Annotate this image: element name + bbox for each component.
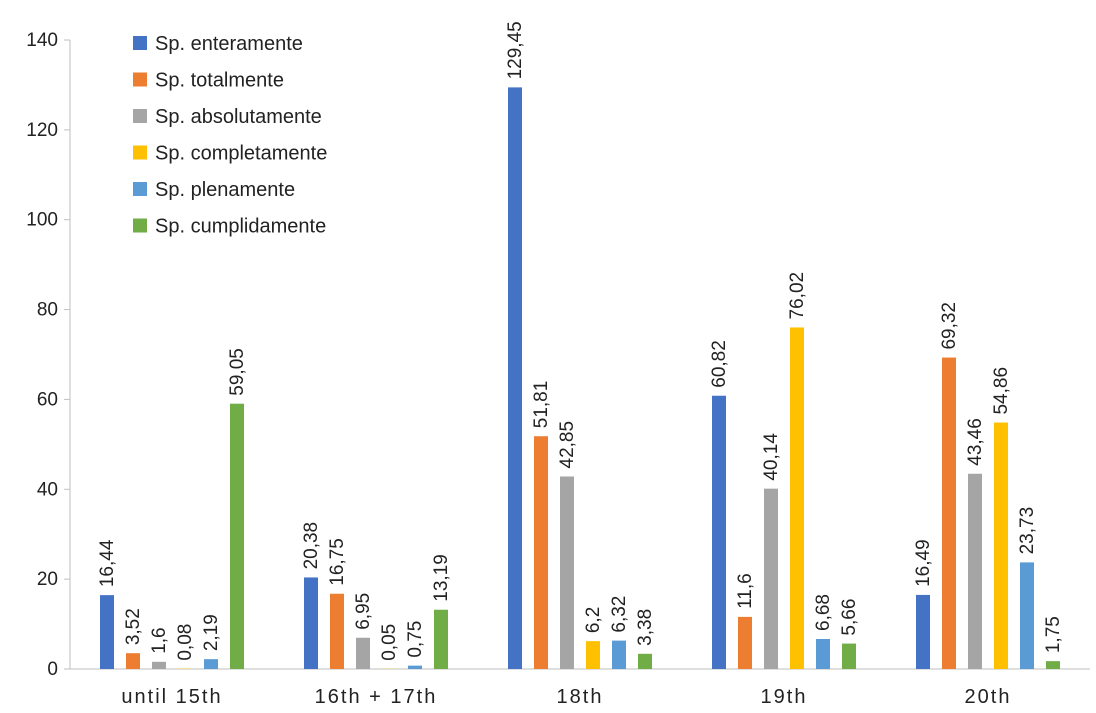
data-label: 16,44 <box>97 539 118 587</box>
data-label: 69,32 <box>939 302 960 350</box>
legend-label: Sp. totalmente <box>155 70 284 92</box>
data-label: 6,32 <box>609 596 630 633</box>
legend-swatch <box>133 109 147 123</box>
data-label: 3,38 <box>635 609 656 646</box>
data-label: 54,86 <box>991 367 1012 415</box>
bar <box>942 357 956 669</box>
data-label: 16,75 <box>327 538 348 586</box>
bar <box>330 593 344 669</box>
bar <box>152 661 166 669</box>
data-label: 129,45 <box>505 21 526 79</box>
bar <box>738 616 752 669</box>
bar <box>916 594 930 669</box>
bar <box>560 476 574 669</box>
legend-swatch <box>133 182 147 196</box>
data-label: 2,19 <box>201 614 222 651</box>
legend-label: Sp. enteramente <box>155 33 303 55</box>
bar <box>434 609 448 669</box>
x-category-label: 20th <box>965 686 1012 708</box>
data-label: 6,95 <box>353 593 374 630</box>
bar <box>204 659 218 669</box>
bar <box>638 653 652 669</box>
bar <box>764 488 778 669</box>
y-tick-label: 20 <box>37 569 58 590</box>
bar <box>356 637 370 669</box>
bar <box>304 577 318 669</box>
data-label: 13,19 <box>431 554 452 602</box>
data-label: 42,85 <box>557 421 578 469</box>
bar <box>508 87 522 669</box>
x-category-label: until 15th <box>121 686 222 708</box>
bar <box>1046 661 1060 669</box>
data-label: 1,75 <box>1043 616 1064 653</box>
bar <box>126 653 140 669</box>
bar <box>586 641 600 669</box>
bar <box>534 436 548 669</box>
data-label: 5,66 <box>839 599 860 636</box>
legend-label: Sp. completamente <box>155 143 327 165</box>
x-category-label: 16th + 17th <box>315 686 438 708</box>
y-tick-label: 100 <box>26 210 58 231</box>
data-label: 51,81 <box>531 381 552 429</box>
data-label: 40,14 <box>761 433 782 481</box>
legend-swatch <box>133 72 147 87</box>
bar <box>994 422 1008 669</box>
data-label: 6,2 <box>583 607 604 633</box>
data-label: 23,73 <box>1017 507 1038 555</box>
x-category-label: 19th <box>761 686 808 708</box>
y-tick-label: 60 <box>37 389 58 410</box>
data-label: 76,02 <box>787 272 808 320</box>
bar <box>100 595 114 669</box>
data-label: 11,6 <box>735 573 756 609</box>
data-label: 0,75 <box>405 621 426 658</box>
y-tick-label: 0 <box>47 659 58 680</box>
legend-swatch <box>133 218 147 233</box>
bar <box>790 327 804 669</box>
data-label: 43,46 <box>965 418 986 466</box>
legend: Sp. enteramente Sp. totalmente Sp. absolut… <box>133 33 327 238</box>
data-label: 0,05 <box>379 624 400 661</box>
data-label: 59,05 <box>227 348 248 396</box>
bar <box>1020 562 1034 669</box>
y-tick-label: 120 <box>26 120 58 141</box>
bar <box>612 640 626 669</box>
bar <box>408 665 422 669</box>
data-label: 60,82 <box>709 340 730 388</box>
legend-label: Sp. absolutamente <box>155 106 322 128</box>
data-label: 0,08 <box>175 624 196 661</box>
bar <box>230 403 244 669</box>
legend-label: Sp. plenamente <box>155 179 295 201</box>
data-label: 6,68 <box>813 594 834 631</box>
data-label: 3,52 <box>123 608 144 645</box>
axes: 0 20 40 60 80 100 120 140 until 15th 16th + 17th 1… <box>26 30 1090 708</box>
y-tick-label: 40 <box>37 479 58 500</box>
y-tick-label: 140 <box>26 30 58 51</box>
data-label: 1,6 <box>149 627 170 653</box>
x-category-label: 18th <box>557 686 604 708</box>
bar <box>816 638 830 669</box>
y-tick-label: 80 <box>37 300 58 321</box>
legend-swatch <box>133 145 147 160</box>
bar <box>968 473 982 669</box>
data-label: 16,49 <box>913 539 934 587</box>
bars <box>100 87 1060 669</box>
data-label: 20,38 <box>301 522 322 570</box>
bar <box>842 643 856 669</box>
bar <box>712 395 726 669</box>
legend-swatch <box>133 36 147 50</box>
legend-label: Sp. cumplidamente <box>155 216 326 238</box>
